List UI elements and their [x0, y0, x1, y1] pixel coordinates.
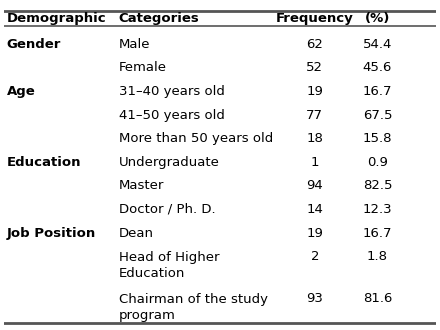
Text: 67.5: 67.5 — [363, 109, 392, 121]
Text: Dean: Dean — [119, 227, 154, 240]
Text: 12.3: 12.3 — [363, 203, 392, 216]
Text: 1.8: 1.8 — [367, 250, 388, 263]
Text: 14: 14 — [306, 203, 323, 216]
Text: Master: Master — [119, 180, 164, 192]
Text: Categories: Categories — [119, 12, 199, 25]
Text: (%): (%) — [365, 12, 390, 25]
Text: Job Position: Job Position — [7, 227, 96, 240]
Text: 16.7: 16.7 — [363, 85, 392, 98]
Text: 52: 52 — [306, 61, 323, 74]
Text: 41–50 years old: 41–50 years old — [119, 109, 224, 121]
Text: 1: 1 — [311, 156, 319, 169]
Text: 54.4: 54.4 — [363, 38, 392, 51]
Text: Education: Education — [7, 156, 81, 169]
Text: 94: 94 — [307, 180, 323, 192]
Text: 18: 18 — [306, 132, 323, 145]
Text: Male: Male — [119, 38, 150, 51]
Text: 82.5: 82.5 — [363, 180, 392, 192]
Text: 15.8: 15.8 — [363, 132, 392, 145]
Text: 81.6: 81.6 — [363, 292, 392, 305]
Text: 93: 93 — [306, 292, 323, 305]
Text: Frequency: Frequency — [276, 12, 354, 25]
Text: 45.6: 45.6 — [363, 61, 392, 74]
Text: Gender: Gender — [7, 38, 61, 51]
Text: Age: Age — [7, 85, 35, 98]
Text: 19: 19 — [306, 85, 323, 98]
Text: 0.9: 0.9 — [367, 156, 388, 169]
Text: 77: 77 — [306, 109, 323, 121]
Text: More than 50 years old: More than 50 years old — [119, 132, 273, 145]
Text: 62: 62 — [306, 38, 323, 51]
Text: 31–40 years old: 31–40 years old — [119, 85, 224, 98]
Text: Demographic: Demographic — [7, 12, 106, 25]
Text: 16.7: 16.7 — [363, 227, 392, 240]
Text: 19: 19 — [306, 227, 323, 240]
Text: 2: 2 — [311, 250, 319, 263]
Text: Chairman of the study
program: Chairman of the study program — [119, 293, 268, 322]
Text: Doctor / Ph. D.: Doctor / Ph. D. — [119, 203, 215, 216]
Text: Head of Higher
Education: Head of Higher Education — [119, 251, 219, 280]
Text: Undergraduate: Undergraduate — [119, 156, 220, 169]
Text: Female: Female — [119, 61, 167, 74]
